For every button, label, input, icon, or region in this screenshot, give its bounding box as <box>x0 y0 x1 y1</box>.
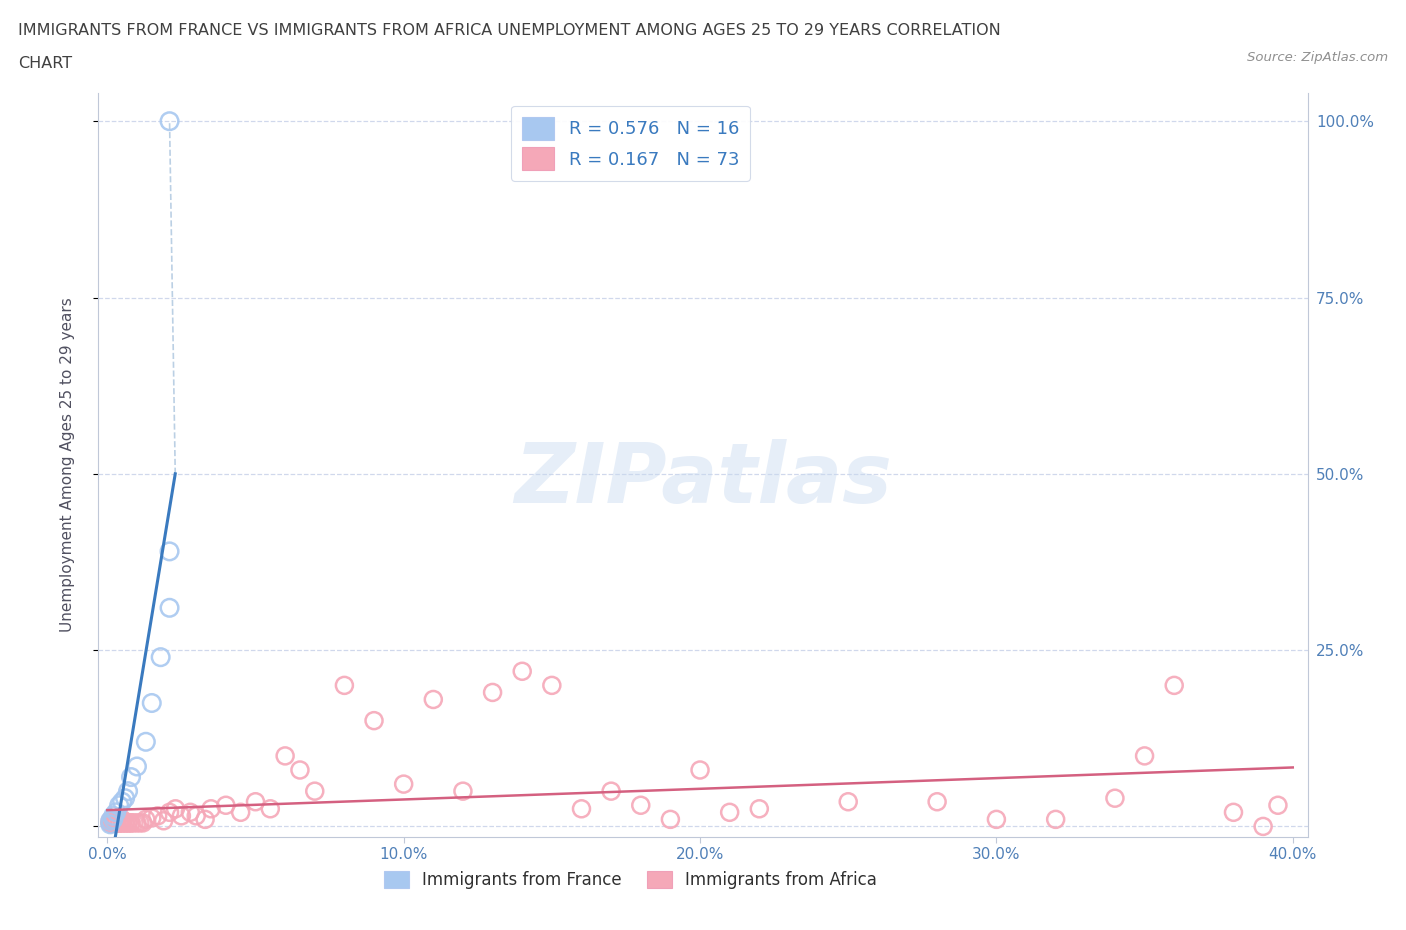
Point <box>103 816 125 830</box>
Point <box>108 816 131 830</box>
Point <box>98 814 121 829</box>
Point <box>1045 812 1067 827</box>
Point <box>98 817 121 831</box>
Point <box>105 816 128 830</box>
Point <box>129 816 152 830</box>
Point <box>125 759 148 774</box>
Point <box>748 802 770 817</box>
Point <box>108 798 131 813</box>
Point <box>117 816 139 830</box>
Point <box>159 601 181 616</box>
Point <box>392 777 415 791</box>
Point <box>111 794 134 809</box>
Point <box>149 650 172 665</box>
Point <box>422 692 444 707</box>
Point <box>630 798 652 813</box>
Point <box>103 816 125 830</box>
Point <box>1133 749 1156 764</box>
Point <box>105 812 128 827</box>
Text: ZIPatlas: ZIPatlas <box>515 439 891 521</box>
Point <box>120 770 142 785</box>
Point <box>451 784 474 799</box>
Point <box>363 713 385 728</box>
Point <box>135 812 157 827</box>
Point <box>120 816 142 830</box>
Point <box>135 735 157 750</box>
Point <box>98 814 121 829</box>
Point <box>105 816 128 830</box>
Point <box>111 816 134 830</box>
Point <box>103 816 125 830</box>
Point <box>200 802 222 817</box>
Point <box>98 816 121 830</box>
Point <box>111 816 134 830</box>
Point <box>1163 678 1185 693</box>
Point <box>571 802 593 817</box>
Point <box>718 804 741 819</box>
Point <box>105 816 128 830</box>
Point <box>1104 790 1126 805</box>
Point <box>194 812 217 827</box>
Point <box>120 816 142 830</box>
Point <box>481 685 503 700</box>
Point <box>111 812 134 827</box>
Point <box>186 808 208 823</box>
Point <box>125 816 148 830</box>
Point <box>132 816 155 830</box>
Point <box>170 808 193 823</box>
Point <box>111 814 134 829</box>
Point <box>114 790 136 805</box>
Point <box>659 812 682 827</box>
Point <box>103 808 125 823</box>
Text: IMMIGRANTS FROM FRANCE VS IMMIGRANTS FROM AFRICA UNEMPLOYMENT AMONG AGES 25 TO 2: IMMIGRANTS FROM FRANCE VS IMMIGRANTS FRO… <box>18 23 1001 38</box>
Point <box>288 763 311 777</box>
Point <box>229 804 252 819</box>
Point <box>689 763 711 777</box>
Point <box>333 678 356 693</box>
Point <box>304 784 326 799</box>
Point <box>1251 819 1274 834</box>
Point <box>274 749 297 764</box>
Point <box>165 802 187 817</box>
Point <box>98 816 121 830</box>
Point <box>146 808 169 823</box>
Text: CHART: CHART <box>18 56 72 71</box>
Point <box>159 113 181 128</box>
Point <box>986 812 1008 827</box>
Point <box>141 696 163 711</box>
Point <box>103 812 125 827</box>
Point <box>117 816 139 830</box>
Point <box>540 678 562 693</box>
Point <box>215 798 238 813</box>
Point <box>1267 798 1289 813</box>
Point <box>600 784 623 799</box>
Legend: Immigrants from France, Immigrants from Africa: Immigrants from France, Immigrants from … <box>377 864 884 896</box>
Point <box>108 816 131 830</box>
Point <box>114 816 136 830</box>
Text: Source: ZipAtlas.com: Source: ZipAtlas.com <box>1247 51 1388 64</box>
Point <box>159 544 181 559</box>
Point <box>114 816 136 830</box>
Point <box>159 804 181 819</box>
Point <box>510 664 533 679</box>
Point <box>105 804 128 819</box>
Point <box>259 802 281 817</box>
Point <box>103 814 125 829</box>
Point <box>108 816 131 830</box>
Point <box>927 794 949 809</box>
Y-axis label: Unemployment Among Ages 25 to 29 years: Unemployment Among Ages 25 to 29 years <box>60 298 75 632</box>
Point <box>1222 804 1244 819</box>
Point <box>141 811 163 826</box>
Point <box>117 784 139 799</box>
Point <box>837 794 859 809</box>
Point <box>98 816 121 830</box>
Point <box>152 814 174 829</box>
Point <box>179 804 201 819</box>
Point <box>103 816 125 830</box>
Point <box>122 816 145 830</box>
Point <box>245 794 267 809</box>
